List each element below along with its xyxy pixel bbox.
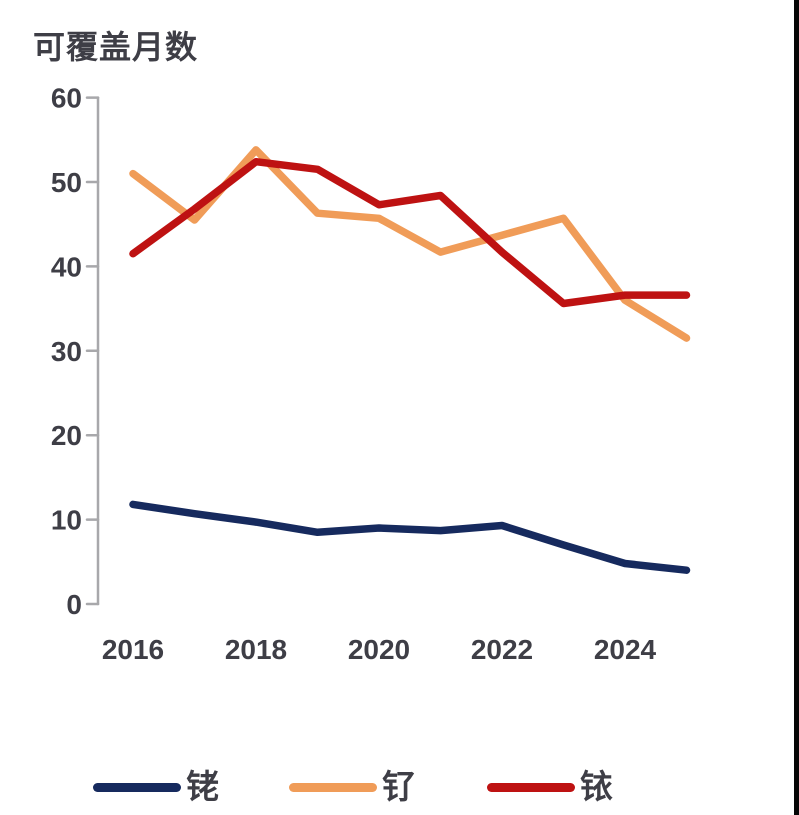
y-tick-label: 20 — [51, 420, 82, 451]
y-axis-labels: 0 10 20 30 40 50 60 — [51, 83, 82, 620]
y-tick-label: 40 — [51, 251, 82, 282]
legend-swatch-rhodium — [93, 783, 181, 792]
right-edge-bar — [794, 0, 799, 815]
series-line-iridium — [129, 157, 691, 308]
y-axis — [85, 96, 100, 606]
x-tick-label: 2016 — [102, 634, 164, 665]
legend: 铑钌铱 — [0, 766, 799, 810]
x-tick-label: 2020 — [348, 634, 410, 665]
x-tick-label: 2018 — [225, 634, 287, 665]
y-tick-label: 30 — [51, 336, 82, 367]
legend-label-ruthenium: 钌 — [382, 768, 415, 805]
legend-swatch-iridium — [487, 783, 575, 792]
y-tick-label: 0 — [66, 589, 82, 620]
series-lines — [129, 146, 691, 574]
x-axis-labels: 2016 2018 2020 2022 2024 — [102, 634, 657, 665]
x-tick-label: 2024 — [594, 634, 657, 665]
x-tick-label: 2022 — [471, 634, 533, 665]
line-chart: 0 10 20 30 40 50 60 2016 2018 2020 2022 2024 — [51, 83, 691, 665]
legend-label-iridium: 铱 — [580, 768, 613, 805]
series-line-rhodium — [129, 500, 691, 574]
y-tick-label: 50 — [51, 167, 82, 198]
series-line-ruthenium — [129, 146, 691, 342]
legend-label-rhodium: 铑 — [186, 768, 219, 805]
y-tick-label: 60 — [51, 83, 82, 114]
legend-swatch-ruthenium — [289, 783, 377, 792]
y-tick-label: 10 — [51, 505, 82, 536]
chart-title: 可覆盖月数 — [33, 29, 199, 65]
